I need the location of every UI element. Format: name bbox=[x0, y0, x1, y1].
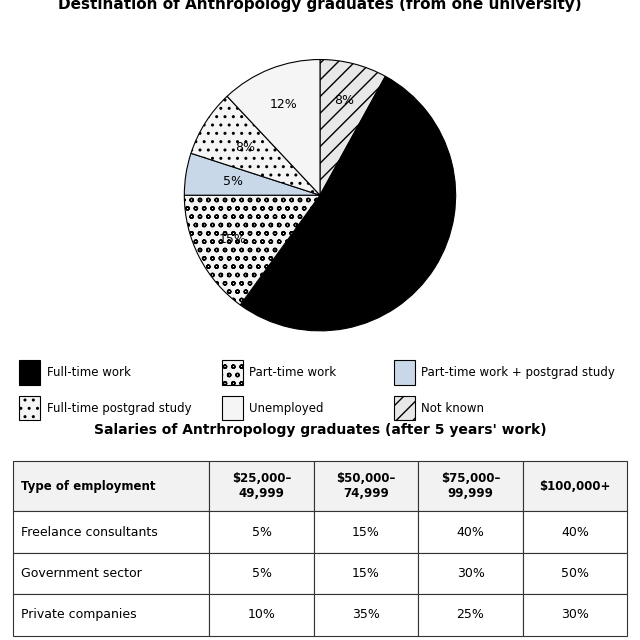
Text: Full-time work: Full-time work bbox=[47, 366, 131, 379]
Text: 15%: 15% bbox=[219, 233, 247, 246]
Text: Part-time work + postgrad study: Part-time work + postgrad study bbox=[421, 366, 615, 379]
Text: Full-time postgrad study: Full-time postgrad study bbox=[47, 402, 191, 415]
Wedge shape bbox=[184, 195, 320, 305]
Bar bbox=[221, 360, 243, 385]
Wedge shape bbox=[240, 76, 456, 331]
Wedge shape bbox=[184, 153, 320, 195]
Bar bbox=[394, 396, 415, 420]
Text: Part-time work: Part-time work bbox=[250, 366, 337, 379]
Text: Salaries of Antrhropology graduates (after 5 years' work): Salaries of Antrhropology graduates (aft… bbox=[93, 422, 547, 436]
Bar bbox=[394, 360, 415, 385]
Wedge shape bbox=[227, 60, 320, 195]
Text: 12%: 12% bbox=[270, 98, 298, 111]
Bar bbox=[19, 360, 40, 385]
Text: 8%: 8% bbox=[236, 141, 255, 154]
Text: Not known: Not known bbox=[421, 402, 484, 415]
Text: Unemployed: Unemployed bbox=[250, 402, 324, 415]
Wedge shape bbox=[191, 96, 320, 195]
Title: Destination of Anthropology graduates (from one university): Destination of Anthropology graduates (f… bbox=[58, 0, 582, 12]
Text: 5%: 5% bbox=[223, 175, 243, 188]
Text: 52%: 52% bbox=[397, 247, 426, 260]
Wedge shape bbox=[320, 60, 385, 195]
Bar bbox=[19, 396, 40, 420]
Text: 8%: 8% bbox=[334, 94, 355, 107]
Bar bbox=[221, 396, 243, 420]
